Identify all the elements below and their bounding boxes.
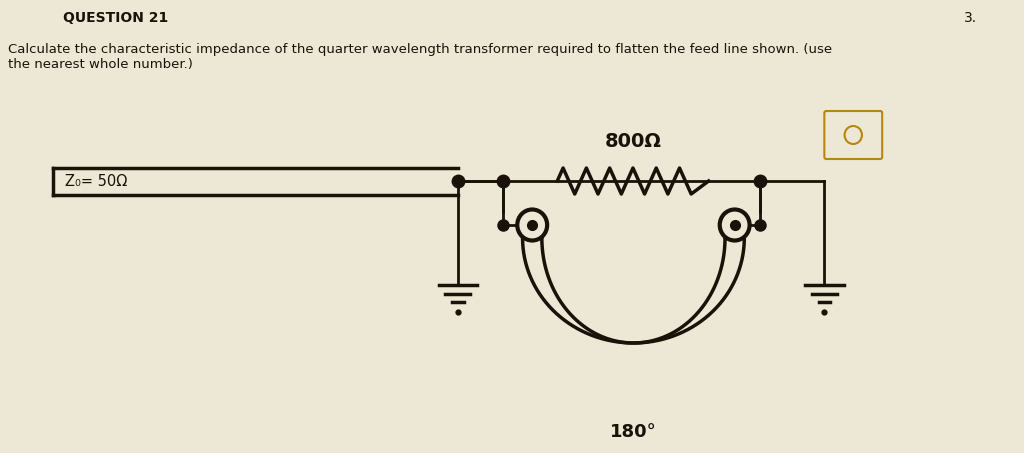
Text: 3.: 3. xyxy=(965,11,977,25)
Text: QUESTION 21: QUESTION 21 xyxy=(62,11,168,25)
Text: 180°: 180° xyxy=(610,423,656,441)
Circle shape xyxy=(720,209,750,241)
Circle shape xyxy=(517,209,547,241)
Text: 800Ω: 800Ω xyxy=(604,132,662,151)
Text: Calculate the characteristic impedance of the quarter wavelength transformer req: Calculate the characteristic impedance o… xyxy=(8,43,831,71)
Text: Z₀= 50Ω: Z₀= 50Ω xyxy=(65,173,127,188)
